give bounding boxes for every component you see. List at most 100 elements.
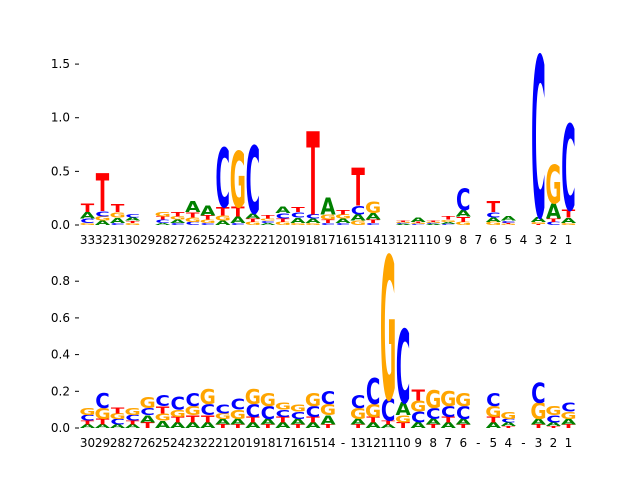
logo-letter-G: G bbox=[560, 409, 576, 421]
x-tick-label: - bbox=[521, 436, 525, 450]
logo-letter-C: C bbox=[381, 393, 395, 428]
x-tick-label: - bbox=[476, 436, 480, 450]
logo-letter-C: C bbox=[306, 213, 320, 220]
x-tick-label: 7 bbox=[444, 436, 452, 450]
logo-letter-C: C bbox=[201, 223, 215, 226]
x-tick-label: 27 bbox=[125, 436, 140, 450]
logo-letter-A: A bbox=[185, 199, 201, 216]
logo-letter-G: G bbox=[500, 409, 516, 421]
x-tick-label: 26 bbox=[140, 436, 155, 450]
logo-letter-C: C bbox=[366, 372, 380, 413]
logo-letter-T: T bbox=[81, 420, 95, 426]
logo-letter-A: A bbox=[320, 413, 336, 427]
logo-letter-T: T bbox=[156, 216, 170, 221]
logo-letter-G: G bbox=[124, 223, 140, 226]
logo-letter-G: G bbox=[560, 223, 576, 226]
x-tick-label: 27 bbox=[170, 233, 185, 247]
logo-letter-C: C bbox=[291, 211, 305, 220]
logo-letter-C: C bbox=[110, 417, 124, 426]
logo-letter-T: T bbox=[216, 204, 229, 218]
logo-letter-C: C bbox=[125, 414, 139, 423]
logo-letter-C: C bbox=[321, 389, 335, 409]
logo-letter-C: C bbox=[411, 224, 425, 226]
y-tick-label: 0.5 bbox=[51, 164, 70, 178]
logo-letter-T: T bbox=[186, 413, 200, 425]
logo-letter-A: A bbox=[350, 213, 365, 223]
logo-letter-C: C bbox=[261, 404, 275, 424]
logo-letter-T: T bbox=[547, 426, 561, 429]
x-tick-label: 6 bbox=[459, 436, 467, 450]
x-tick-label: 15 bbox=[350, 233, 365, 247]
logo-letter-C: C bbox=[276, 407, 290, 419]
logo-letter-G: G bbox=[305, 223, 321, 226]
logo-letter-G: G bbox=[425, 386, 441, 415]
logo-letter-G: G bbox=[155, 411, 171, 423]
x-tick-label: - bbox=[341, 436, 345, 450]
logo-letter-T: T bbox=[96, 165, 110, 224]
x-tick-label: 22 bbox=[245, 233, 260, 247]
logo-letter-G: G bbox=[200, 386, 216, 409]
logo-letter-G: G bbox=[530, 399, 546, 426]
x-tick-label: 30 bbox=[125, 233, 140, 247]
x-tick-label: 28 bbox=[110, 436, 125, 450]
logo-letter-A: A bbox=[140, 413, 156, 425]
logo-letter-G: G bbox=[140, 395, 156, 412]
logo-letter-T: T bbox=[487, 199, 501, 216]
logo-letter-C: C bbox=[321, 223, 335, 226]
logo-letter-C: C bbox=[95, 210, 109, 219]
logo-letter-A: A bbox=[320, 194, 335, 221]
logo-letter-G: G bbox=[335, 213, 351, 220]
logo-letter-G: G bbox=[260, 391, 276, 411]
logo-letter-C: C bbox=[531, 12, 545, 268]
logo-letter-T: T bbox=[126, 220, 140, 223]
logo-letter-C: C bbox=[276, 212, 290, 221]
logo-letter-A: A bbox=[531, 215, 547, 224]
logo-letter-T: T bbox=[141, 421, 156, 430]
logo-letter-A: A bbox=[426, 224, 442, 226]
x-tick-label: 22 bbox=[200, 436, 215, 450]
logo-letter-G: G bbox=[230, 137, 246, 226]
logo-letter-C: C bbox=[561, 400, 576, 414]
logo-letter-A: A bbox=[260, 223, 275, 226]
logo-letter-G: G bbox=[290, 402, 306, 414]
x-tick-label: 15 bbox=[305, 436, 320, 450]
logo-letter-G: G bbox=[380, 217, 396, 445]
logo-letter-C: C bbox=[336, 223, 350, 226]
logo-letter-T: T bbox=[216, 424, 230, 430]
x-tick-label: 5 bbox=[505, 233, 513, 247]
logo-letter-A: A bbox=[110, 424, 126, 430]
logo-letter-G: G bbox=[125, 406, 141, 418]
logo-letter-C: C bbox=[441, 404, 455, 421]
logo-letter-T: T bbox=[547, 218, 561, 223]
logo-letter-C: C bbox=[170, 395, 184, 415]
x-tick-label: 21 bbox=[260, 233, 275, 247]
logo-letter-A: A bbox=[335, 218, 351, 225]
logo-letter-C: C bbox=[426, 223, 440, 225]
logo-letter-G: G bbox=[455, 391, 471, 411]
logo-letter-A: A bbox=[95, 424, 111, 430]
x-tick-label: 3 bbox=[535, 233, 543, 247]
logo-letter-A: A bbox=[170, 219, 185, 224]
x-tick-label: 8 bbox=[459, 233, 467, 247]
x-tick-label: 13 bbox=[380, 233, 395, 247]
logo-letter-C: C bbox=[501, 418, 515, 424]
logo-letter-A: A bbox=[456, 417, 472, 426]
logo-letter-A: A bbox=[290, 417, 306, 426]
logo-letter-A: A bbox=[546, 422, 562, 428]
logo-letter-T: T bbox=[336, 209, 350, 216]
logo-letter-A: A bbox=[275, 421, 291, 430]
logo-letter-G: G bbox=[425, 222, 441, 224]
x-tick-label: 17 bbox=[275, 436, 290, 450]
x-tick-label: 2 bbox=[550, 233, 558, 247]
logo-letter-T: T bbox=[442, 216, 456, 221]
logo-letter-G: G bbox=[530, 221, 546, 224]
logo-letter-G: G bbox=[170, 407, 186, 419]
logo-letter-T: T bbox=[411, 388, 424, 405]
logo-letter-A: A bbox=[245, 421, 261, 430]
logo-letter-G: G bbox=[275, 221, 291, 226]
logo-letter-T: T bbox=[442, 415, 457, 424]
x-tick-label: 18 bbox=[305, 233, 320, 247]
logo-letter-T: T bbox=[291, 205, 306, 214]
x-tick-label: 30 bbox=[80, 436, 95, 450]
